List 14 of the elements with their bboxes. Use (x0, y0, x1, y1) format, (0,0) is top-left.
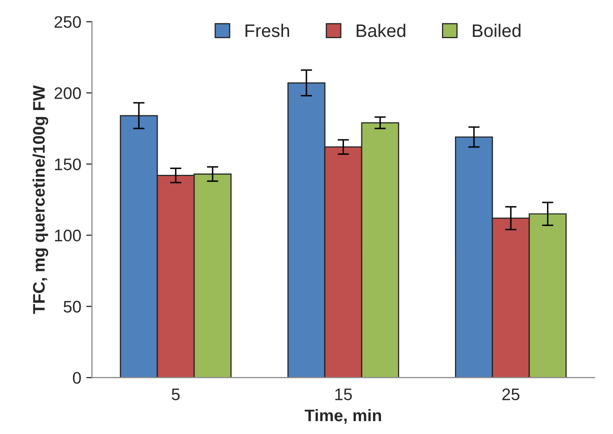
y-tick-label: 100 (55, 230, 81, 242)
y-tick-label: 0 (72, 372, 81, 384)
y-tick-label: 250 (54, 16, 81, 28)
y-tick-label: 150 (55, 158, 81, 170)
x-tick-label: 25 (502, 388, 520, 400)
legend-label: Fresh (246, 24, 290, 38)
y-axis-title: TFC, mg quercetine/100g FW (32, 85, 48, 314)
x-tick-label: 5 (172, 388, 180, 400)
y-tick-label: 200 (54, 87, 81, 100)
y-tick-label: 50 (64, 300, 81, 313)
legend-label: Boiled (472, 24, 520, 38)
x-tick-label: 15 (335, 388, 352, 400)
x-axis-title: Time, min (304, 409, 381, 424)
legend-label: Baked (356, 24, 406, 38)
